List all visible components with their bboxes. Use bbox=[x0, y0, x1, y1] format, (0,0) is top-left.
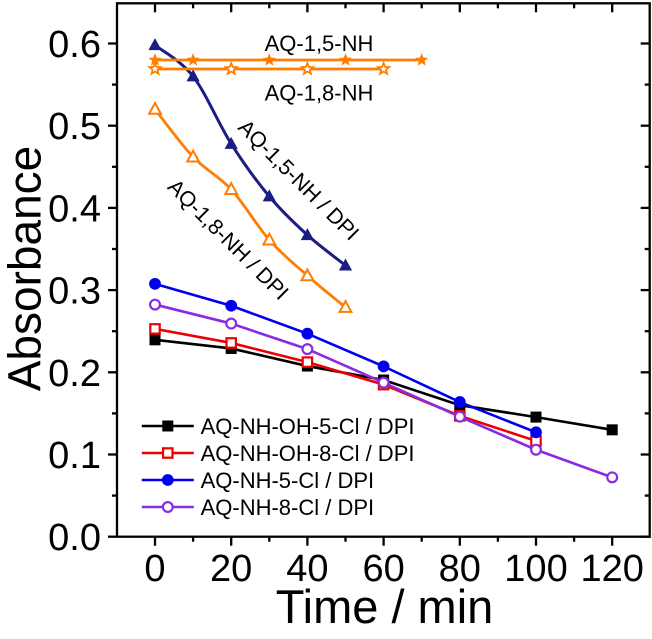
svg-text:100: 100 bbox=[504, 548, 567, 590]
svg-text:0.6: 0.6 bbox=[48, 24, 101, 66]
svg-text:20: 20 bbox=[210, 548, 252, 590]
svg-text:0.0: 0.0 bbox=[48, 517, 101, 559]
svg-text:80: 80 bbox=[439, 548, 481, 590]
svg-text:0.4: 0.4 bbox=[48, 188, 101, 230]
svg-text:0.2: 0.2 bbox=[48, 353, 101, 395]
svg-text:AQ-1,8-NH: AQ-1,8-NH bbox=[265, 81, 374, 106]
svg-text:Time / min: Time / min bbox=[276, 580, 494, 633]
svg-text:0: 0 bbox=[144, 548, 165, 590]
svg-text:120: 120 bbox=[580, 548, 643, 590]
svg-text:40: 40 bbox=[286, 548, 328, 590]
svg-text:0.5: 0.5 bbox=[48, 106, 101, 148]
svg-text:60: 60 bbox=[362, 548, 404, 590]
svg-text:Absorbance: Absorbance bbox=[0, 146, 51, 392]
svg-text:0.1: 0.1 bbox=[48, 435, 101, 477]
svg-text:AQ-1,5-NH: AQ-1,5-NH bbox=[265, 31, 374, 56]
svg-text:AQ-NH-8-Cl / DPI: AQ-NH-8-Cl / DPI bbox=[201, 495, 375, 520]
svg-text:0.3: 0.3 bbox=[48, 271, 101, 313]
svg-text:AQ-NH-5-Cl / DPI: AQ-NH-5-Cl / DPI bbox=[201, 468, 375, 493]
svg-text:AQ-NH-OH-5-Cl / DPI: AQ-NH-OH-5-Cl / DPI bbox=[201, 414, 415, 439]
svg-text:AQ-NH-OH-8-Cl / DPI: AQ-NH-OH-8-Cl / DPI bbox=[201, 441, 415, 466]
